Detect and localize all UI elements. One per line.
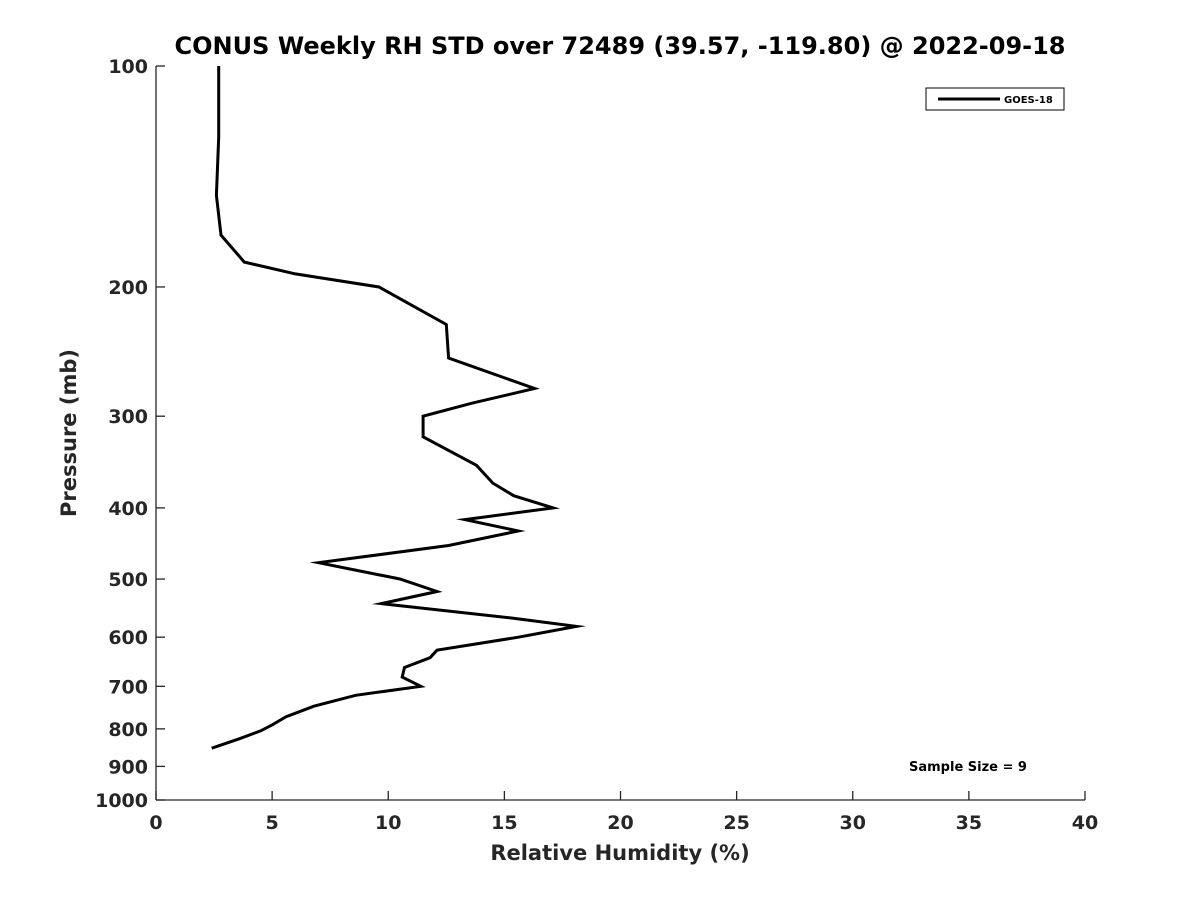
y-axis-label: Pressure (mb): [57, 349, 81, 517]
y-axis-ticks: 100 200 300 400 500 600 700 800 900 1000: [95, 56, 165, 812]
x-tick-label: 30: [840, 812, 866, 834]
x-axis-label: Relative Humidity (%): [490, 841, 749, 865]
y-tick-label: 900: [108, 756, 148, 778]
y-tick-label: 500: [108, 569, 148, 591]
x-tick-label: 20: [607, 812, 633, 834]
x-tick-label: 5: [266, 812, 279, 834]
y-tick-label: 800: [108, 719, 148, 741]
x-tick-label: 25: [723, 812, 749, 834]
x-tick-label: 0: [149, 812, 162, 834]
y-tick-label: 600: [108, 627, 148, 649]
y-tick-label: 1000: [95, 790, 148, 812]
x-tick-label: 10: [375, 812, 401, 834]
chart-title: CONUS Weekly RH STD over 72489 (39.57, -…: [174, 32, 1065, 60]
x-tick-label: 35: [956, 812, 982, 834]
y-tick-label: 200: [108, 277, 148, 299]
x-tick-label: 40: [1072, 812, 1098, 834]
x-axis-ticks: 0 5 10 15 20 25 30 35 40: [149, 791, 1098, 834]
series-line-goes-18: [211, 66, 587, 750]
y-tick-label: 400: [108, 498, 148, 520]
y-tick-label: 100: [108, 56, 148, 78]
series-layer: [211, 66, 587, 750]
y-tick-label: 300: [108, 406, 148, 428]
y-tick-label: 700: [108, 676, 148, 698]
legend-label-goes-18: GOES-18: [1004, 95, 1053, 106]
legend: GOES-18: [925, 87, 1065, 111]
x-tick-label: 15: [491, 812, 517, 834]
sample-size-annotation: Sample Size = 9: [909, 760, 1027, 775]
plot-axes: [155, 66, 1085, 801]
